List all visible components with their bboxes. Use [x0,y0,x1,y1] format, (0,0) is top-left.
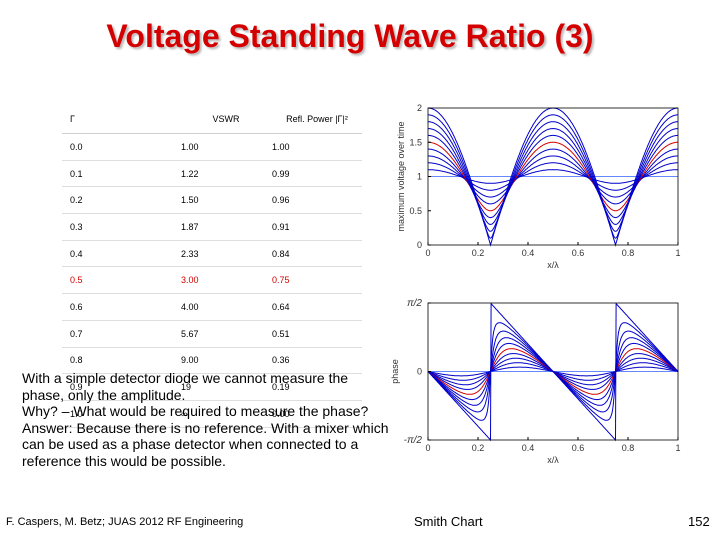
y-tick-label: 1.5 [409,137,422,147]
header-gamma: Γ [62,105,161,134]
table-row: 0.8 9.00 0.36 [62,347,362,375]
y-tick-label: 0 [417,367,422,377]
header-refl-power: Refl. Power |Γ|² [272,105,362,134]
gamma-cell: 1.0 [62,400,161,428]
vswr-cell: 5.67 [161,320,272,348]
y-tick-label: 1 [417,172,422,182]
y-tick-label: π/2 [407,298,422,309]
gamma-cell: 0.9 [62,373,161,401]
x-tick-label: 0.8 [622,443,635,453]
x-tick-label: 0.4 [522,248,535,258]
vswr-table: Γ VSWR Refl. Power |Γ|² 0.0 1.00 1.00 0.1 1.… [62,105,362,428]
gamma-cell: 0.1 [62,160,161,188]
gamma-cell: 0.2 [62,186,161,215]
refl-power-cell: 0.00 [272,400,362,428]
series-line [427,114,679,239]
refl-power-cell: 0.19 [272,373,362,401]
vswr-cell: 1.87 [161,213,272,241]
vswr-cell: 3.00 [161,266,272,295]
footer-section: Smith Chart [414,514,483,529]
header-vswr: VSWR [161,105,272,134]
vswr-cell: 9.00 [161,347,272,375]
y-tick-label: 2 [417,103,422,113]
voltage-chart: 0 0.2 0.4 0.6 0.8 1 x/λ 0 0.5 1 1.5 2 maximum voltag… [396,103,681,270]
table-row: 0.1 1.22 0.99 [62,160,362,188]
gamma-cell: 0.8 [62,347,161,375]
refl-power-cell: 0.64 [272,293,362,321]
series-line [427,127,679,225]
phase-chart: 0 0.2 0.4 0.6 0.8 1 x/λ 0 π/2 -π/2 phase [390,298,681,465]
x-axis-label: x/λ [547,455,559,465]
table-row: 1.0 ∞ 0.00 [62,400,362,428]
page-number: 152 [688,514,710,529]
x-tick-label: 1 [675,248,680,258]
x-tick-label: 0.8 [622,248,635,258]
refl-power-cell: 0.99 [272,160,362,188]
x-tick-label: 1 [675,443,680,453]
table-row: 0.0 1.00 1.00 [62,133,362,161]
table-row: 0.3 1.87 0.91 [62,213,362,241]
table-row: 0.4 2.33 0.84 [62,240,362,268]
table-row: 0.7 5.67 0.51 [62,320,362,348]
refl-power-cell: 0.51 [272,320,362,348]
x-tick-label: 0.2 [472,248,485,258]
vswr-cell: ∞ [161,400,272,428]
table-row: 0.6 4.00 0.64 [62,293,362,321]
y-axis-label: phase [390,359,400,384]
table-header-row: Γ VSWR Refl. Power |Γ|² [62,105,362,134]
x-tick-label: 0.6 [572,248,585,258]
y-tick-label: 0.5 [409,206,422,216]
table-row: 0.5 3.00 0.75 [62,266,362,295]
vswr-cell: 1.22 [161,160,272,188]
slide-title: Voltage Standing Wave Ratio (3) [106,18,594,54]
gamma-cell: 0.6 [62,293,161,321]
refl-power-cell: 0.96 [272,186,362,215]
series-line [427,302,679,442]
x-tick-label: 0.4 [522,443,535,453]
vswr-cell: 1.50 [161,186,272,215]
gamma-cell: 0.5 [62,266,161,295]
vswr-cell: 1.00 [161,133,272,161]
paragraph-3: Answer: Because there is no reference. W… [22,419,389,469]
x-tick-label: 0.6 [572,443,585,453]
vswr-cell: 4.00 [161,293,272,321]
gamma-cell: 0.7 [62,320,161,348]
y-tick-label: -π/2 [404,435,423,446]
refl-power-cell: 0.84 [272,240,362,268]
gamma-cell: 0.3 [62,213,161,241]
refl-power-cell: 0.75 [272,266,362,295]
refl-power-cell: 1.00 [272,133,362,161]
table-row: 0.2 1.50 0.96 [62,186,362,215]
footer-authors: F. Caspers, M. Betz; JUAS 2012 RF Engine… [6,516,244,528]
y-axis-label: maximum voltage over time [396,121,406,231]
x-tick-label: 0.2 [472,443,485,453]
paragraph-2: Why? – What would be required to measure… [22,403,369,419]
vswr-cell: 2.33 [161,240,272,268]
vswr-cell: 19 [161,373,272,401]
paragraph-1: With a simple detector diode we cannot m… [22,370,349,403]
gamma-cell: 0.0 [62,133,161,161]
series-line [428,121,678,232]
explanation-text: With a simple detector diode we cannot m… [22,370,392,469]
refl-power-cell: 0.36 [272,347,362,375]
y-tick-label: 0 [417,240,422,250]
gamma-cell: 0.4 [62,240,161,268]
table-row: 0.9 19 0.19 [62,373,362,401]
refl-power-cell: 0.91 [272,213,362,241]
x-axis-label: x/λ [547,260,559,270]
x-tick-label: 0 [425,443,430,453]
x-tick-label: 0 [425,248,430,258]
